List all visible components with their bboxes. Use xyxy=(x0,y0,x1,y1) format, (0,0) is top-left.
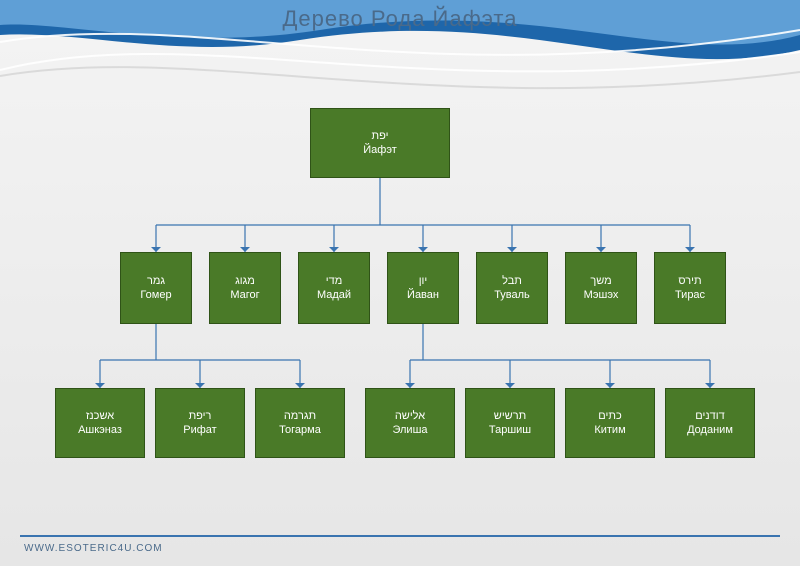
node-trans: Тирас xyxy=(675,288,705,302)
node-magog: מגוגМагог xyxy=(209,252,281,324)
node-trans: Гомер xyxy=(140,288,171,302)
node-kittim: כתיםКитим xyxy=(565,388,655,458)
node-hebrew: מגוג xyxy=(235,274,255,288)
node-hebrew: אלישה xyxy=(395,409,425,423)
node-tiras: תירסТирас xyxy=(654,252,726,324)
node-trans: Таршиш xyxy=(489,423,531,437)
node-trans: Йаван xyxy=(407,288,439,302)
node-gomer: גמרГомер xyxy=(120,252,192,324)
node-hebrew: תרשיש xyxy=(494,409,526,423)
node-trans: Мадай xyxy=(317,288,351,302)
node-hebrew: מדי xyxy=(326,274,343,288)
node-ashkenaz: אשכנזАшкэназ xyxy=(55,388,145,458)
node-tubal: תבלТуваль xyxy=(476,252,548,324)
footer-url: WWW.ESOTERIC4U.COM xyxy=(24,543,163,554)
node-trans: Магог xyxy=(230,288,259,302)
node-hebrew: תירס xyxy=(678,274,701,288)
node-trans: Доданим xyxy=(687,423,733,437)
node-trans: Рифат xyxy=(183,423,216,437)
node-meshech: משךМэшэх xyxy=(565,252,637,324)
node-hebrew: דודנים xyxy=(695,409,724,423)
page-title: Дерево Рода Йафэта xyxy=(0,6,800,32)
node-hebrew: ריפת xyxy=(189,409,212,423)
node-dodanim: דודניםДоданим xyxy=(665,388,755,458)
node-hebrew: כתים xyxy=(598,409,621,423)
node-trans: Мэшэх xyxy=(584,288,619,302)
node-elishah: אלישהЭлиша xyxy=(365,388,455,458)
node-hebrew: גמר xyxy=(147,274,165,288)
node-hebrew: משך xyxy=(590,274,611,288)
node-madai: מדיМадай xyxy=(298,252,370,324)
node-trans: Элиша xyxy=(392,423,427,437)
node-trans: Ашкэназ xyxy=(78,423,122,437)
node-riphath: ריפתРифат xyxy=(155,388,245,458)
node-hebrew: יון xyxy=(419,274,428,288)
node-trans: Тогарма xyxy=(279,423,321,437)
node-hebrew: תגרמה xyxy=(284,409,316,423)
node-togarmah: תגרמהТогарма xyxy=(255,388,345,458)
node-tarshish: תרשישТаршиш xyxy=(465,388,555,458)
node-trans: Йафэт xyxy=(363,143,396,157)
footer-line xyxy=(20,535,780,537)
node-trans: Китим xyxy=(594,423,625,437)
node-hebrew: תבל xyxy=(502,274,522,288)
node-javan: יוןЙаван xyxy=(387,252,459,324)
node-hebrew: יפת xyxy=(372,129,389,143)
page: Дерево Рода Йафэта יפת Йафэт גמרГомер מג… xyxy=(0,0,800,566)
node-trans: Туваль xyxy=(494,288,530,302)
node-hebrew: אשכנז xyxy=(86,409,114,423)
node-japheth: יפת Йафэт xyxy=(310,108,450,178)
